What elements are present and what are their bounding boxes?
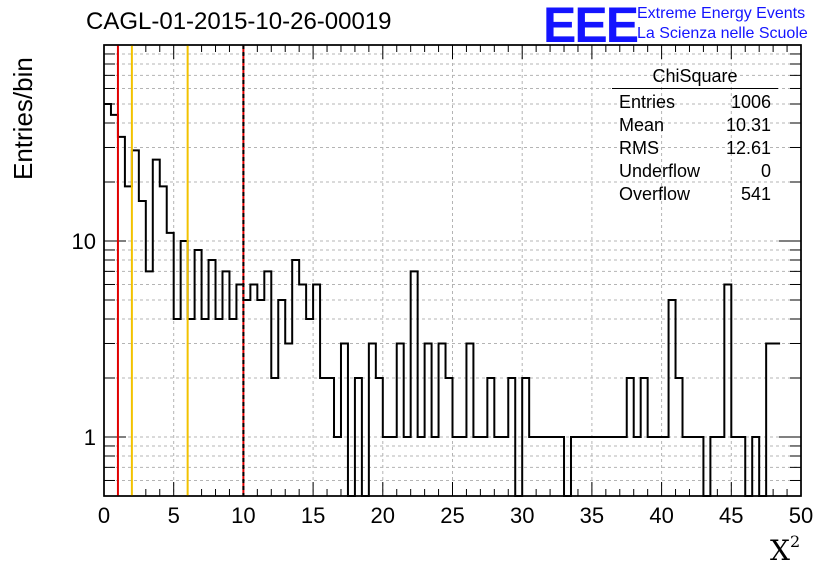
x-tick-label: 30 bbox=[510, 503, 534, 528]
logo-text-line2: La Scienza nelle Scuole bbox=[637, 25, 808, 42]
chart-title: CAGL-01-2015-10-26-00019 bbox=[86, 8, 392, 35]
stats-row-entries: Entries 1006 bbox=[619, 92, 771, 112]
y-tick-label: 10 bbox=[72, 229, 96, 254]
eee-logo: EEE bbox=[543, 0, 639, 53]
x-tick-label: 15 bbox=[301, 503, 325, 528]
x-tick-label: 45 bbox=[719, 503, 743, 528]
histogram-step-line bbox=[104, 103, 781, 497]
x-tick-label: 20 bbox=[371, 503, 395, 528]
stats-title: ChiSquare bbox=[612, 66, 778, 89]
x-tick-label: 10 bbox=[231, 503, 255, 528]
x-tick-label: 5 bbox=[168, 503, 180, 528]
x-tick-label: 40 bbox=[649, 503, 673, 528]
x-tick-label: 0 bbox=[98, 503, 110, 528]
y-tick-label: 1 bbox=[84, 425, 96, 450]
stats-row-mean: Mean 10.31 bbox=[619, 115, 771, 135]
x-tick-label: 35 bbox=[580, 503, 604, 528]
x-tick-label: 50 bbox=[789, 503, 813, 528]
x-tick-label: 25 bbox=[440, 503, 464, 528]
plot-frame-top bbox=[103, 44, 802, 497]
logo-text-line1: Extreme Energy Events bbox=[637, 5, 806, 22]
stats-row-underflow: Underflow 0 bbox=[619, 161, 771, 181]
stats-row-overflow: Overflow 541 bbox=[619, 184, 771, 204]
y-axis-label: Entries/bin bbox=[8, 57, 38, 180]
stats-row-rms: RMS 12.61 bbox=[619, 138, 771, 158]
stats-box: ChiSquare Entries 1006 Mean 10.31 RMS 12.61… bbox=[612, 66, 778, 206]
x-axis-label: X2 bbox=[770, 532, 801, 567]
